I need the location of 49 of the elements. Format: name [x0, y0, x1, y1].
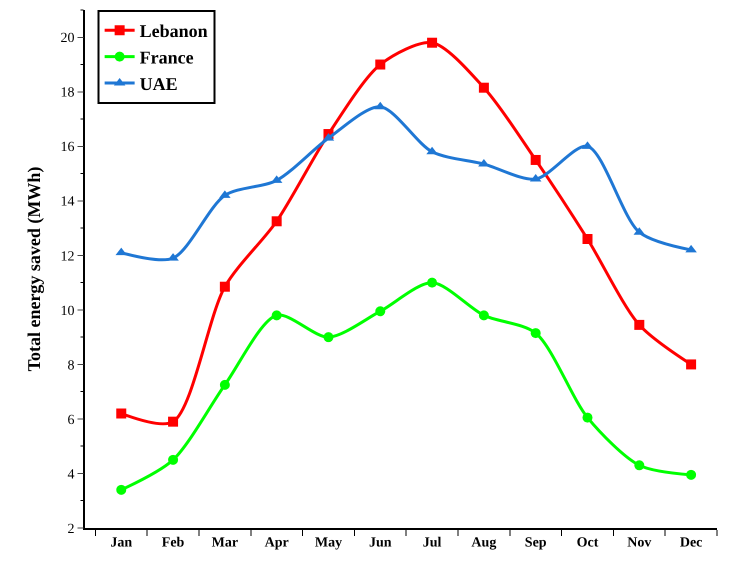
- x-tick-label: Oct: [576, 536, 599, 551]
- x-tick-label: Jul: [422, 536, 442, 551]
- legend-label: UAE: [140, 74, 178, 94]
- point: [582, 412, 592, 423]
- point: [272, 216, 282, 226]
- point: [634, 320, 644, 330]
- x-tick-label: Jun: [368, 536, 392, 551]
- point: [686, 359, 696, 370]
- y-tick-label: 18: [60, 86, 74, 101]
- y-tick-label: 6: [67, 412, 74, 428]
- x-tick-label: Aug: [471, 536, 496, 551]
- x-tick-label: Sep: [524, 536, 547, 551]
- point: [375, 60, 386, 70]
- point: [168, 416, 178, 427]
- x-tick-label: Nov: [627, 536, 652, 551]
- point: [478, 310, 489, 320]
- point: [272, 310, 282, 320]
- y-tick-label: 20: [60, 31, 74, 46]
- y-tick-label: 14: [60, 194, 74, 210]
- y-tick-label: 12: [60, 249, 74, 264]
- point: [220, 282, 230, 292]
- x-tick-label: Feb: [162, 536, 185, 551]
- y-tick-label: 10: [60, 304, 74, 319]
- point: [427, 278, 438, 288]
- point: [116, 484, 126, 495]
- x-tick-label: May: [314, 536, 342, 551]
- point: [634, 460, 644, 470]
- x-tick-label: Mar: [212, 536, 238, 551]
- point: [582, 234, 592, 244]
- legend-label: Lebanon: [140, 21, 208, 42]
- point: [478, 82, 489, 93]
- y-axis-title: Total energy saved (MWh): [24, 166, 44, 372]
- point: [116, 408, 126, 418]
- x-tick-label: Apr: [264, 536, 289, 551]
- point: [220, 380, 230, 390]
- x-tick-label: Jan: [110, 536, 132, 551]
- y-tick-label: 4: [67, 467, 74, 482]
- point: [427, 38, 438, 48]
- x-tick-label: Dec: [680, 536, 702, 551]
- point: [530, 328, 541, 338]
- point: [686, 470, 696, 480]
- point: [168, 454, 178, 465]
- point: [530, 154, 541, 165]
- y-tick-label: 8: [67, 358, 74, 374]
- legend-label: France: [140, 48, 194, 68]
- y-tick-label: 16: [60, 140, 74, 156]
- y-tick-label: 2: [67, 522, 74, 537]
- point: [323, 332, 334, 342]
- point: [375, 306, 386, 316]
